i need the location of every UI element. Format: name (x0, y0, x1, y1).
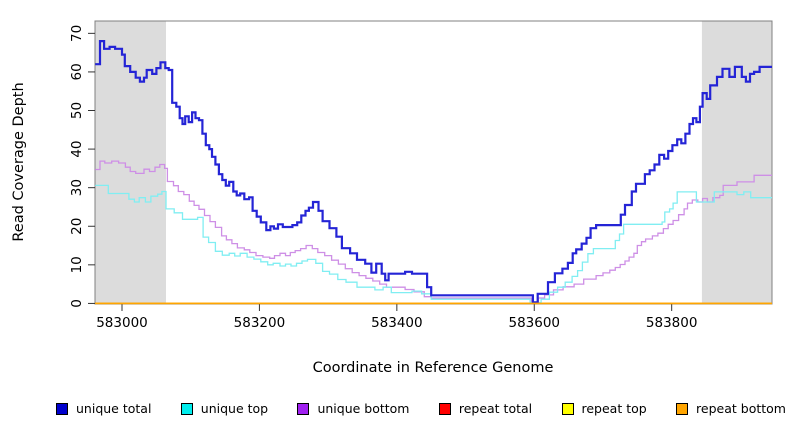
legend-item-unique-bottom: unique bottom (297, 401, 410, 416)
x-tick-label: 583600 (508, 315, 560, 331)
y-tick-label: 40 (69, 140, 85, 157)
legend-label: repeat total (458, 401, 533, 416)
legend-item-unique-top: unique top (180, 401, 269, 416)
legend-item-repeat-top: repeat top (561, 401, 647, 416)
y-tick-label: 10 (69, 256, 85, 273)
y-tick-label: 0 (69, 299, 85, 308)
legend-item-unique-total: unique total (56, 401, 151, 416)
legend-label: repeat top (581, 401, 647, 416)
series-line-unique-top (95, 184, 772, 304)
series-line-unique-bottom (95, 160, 772, 303)
legend-swatch-repeat-bottom (676, 402, 689, 415)
legend-swatch-unique-top (180, 402, 193, 415)
legend-swatch-unique-total (56, 402, 68, 415)
series-line-unique-total (95, 40, 772, 304)
legend-item-repeat-bottom: repeat bottom (676, 401, 786, 416)
y-tick-label: 30 (69, 179, 85, 196)
y-axis-label: Read Coverage Depth (11, 82, 27, 241)
legend-swatch-repeat-total (438, 402, 451, 415)
x-axis-label: Coordinate in Reference Genome (313, 360, 554, 376)
legend: unique total unique top unique bottom re… (56, 401, 786, 416)
x-tick-label: 583400 (371, 315, 423, 331)
legend-swatch-unique-bottom (297, 402, 310, 415)
plot-area: 583000 583200 583400 583600 583800 0 10 20 30 40 5… (69, 20, 773, 331)
y-tick-label: 50 (69, 102, 85, 119)
legend-label: unique total (76, 401, 152, 416)
legend-label: repeat bottom (696, 401, 786, 416)
legend-item-repeat-total: repeat total (438, 401, 533, 416)
coverage-plot: 583000 583200 583400 583600 583800 0 10 20 30 40 5… (11, 20, 773, 376)
legend-swatch-repeat-top (561, 402, 574, 415)
x-tick-label: 583200 (234, 315, 286, 331)
y-tick-label: 70 (69, 25, 85, 42)
x-tick-label: 583000 (96, 315, 148, 331)
x-tick-label: 583800 (646, 315, 698, 331)
y-tick-label: 60 (69, 63, 85, 80)
highlight-region (701, 21, 772, 304)
legend-label: unique top (200, 401, 269, 416)
y-tick-label: 20 (69, 218, 85, 235)
plot-frame (94, 20, 773, 305)
legend-label: unique bottom (317, 401, 410, 416)
